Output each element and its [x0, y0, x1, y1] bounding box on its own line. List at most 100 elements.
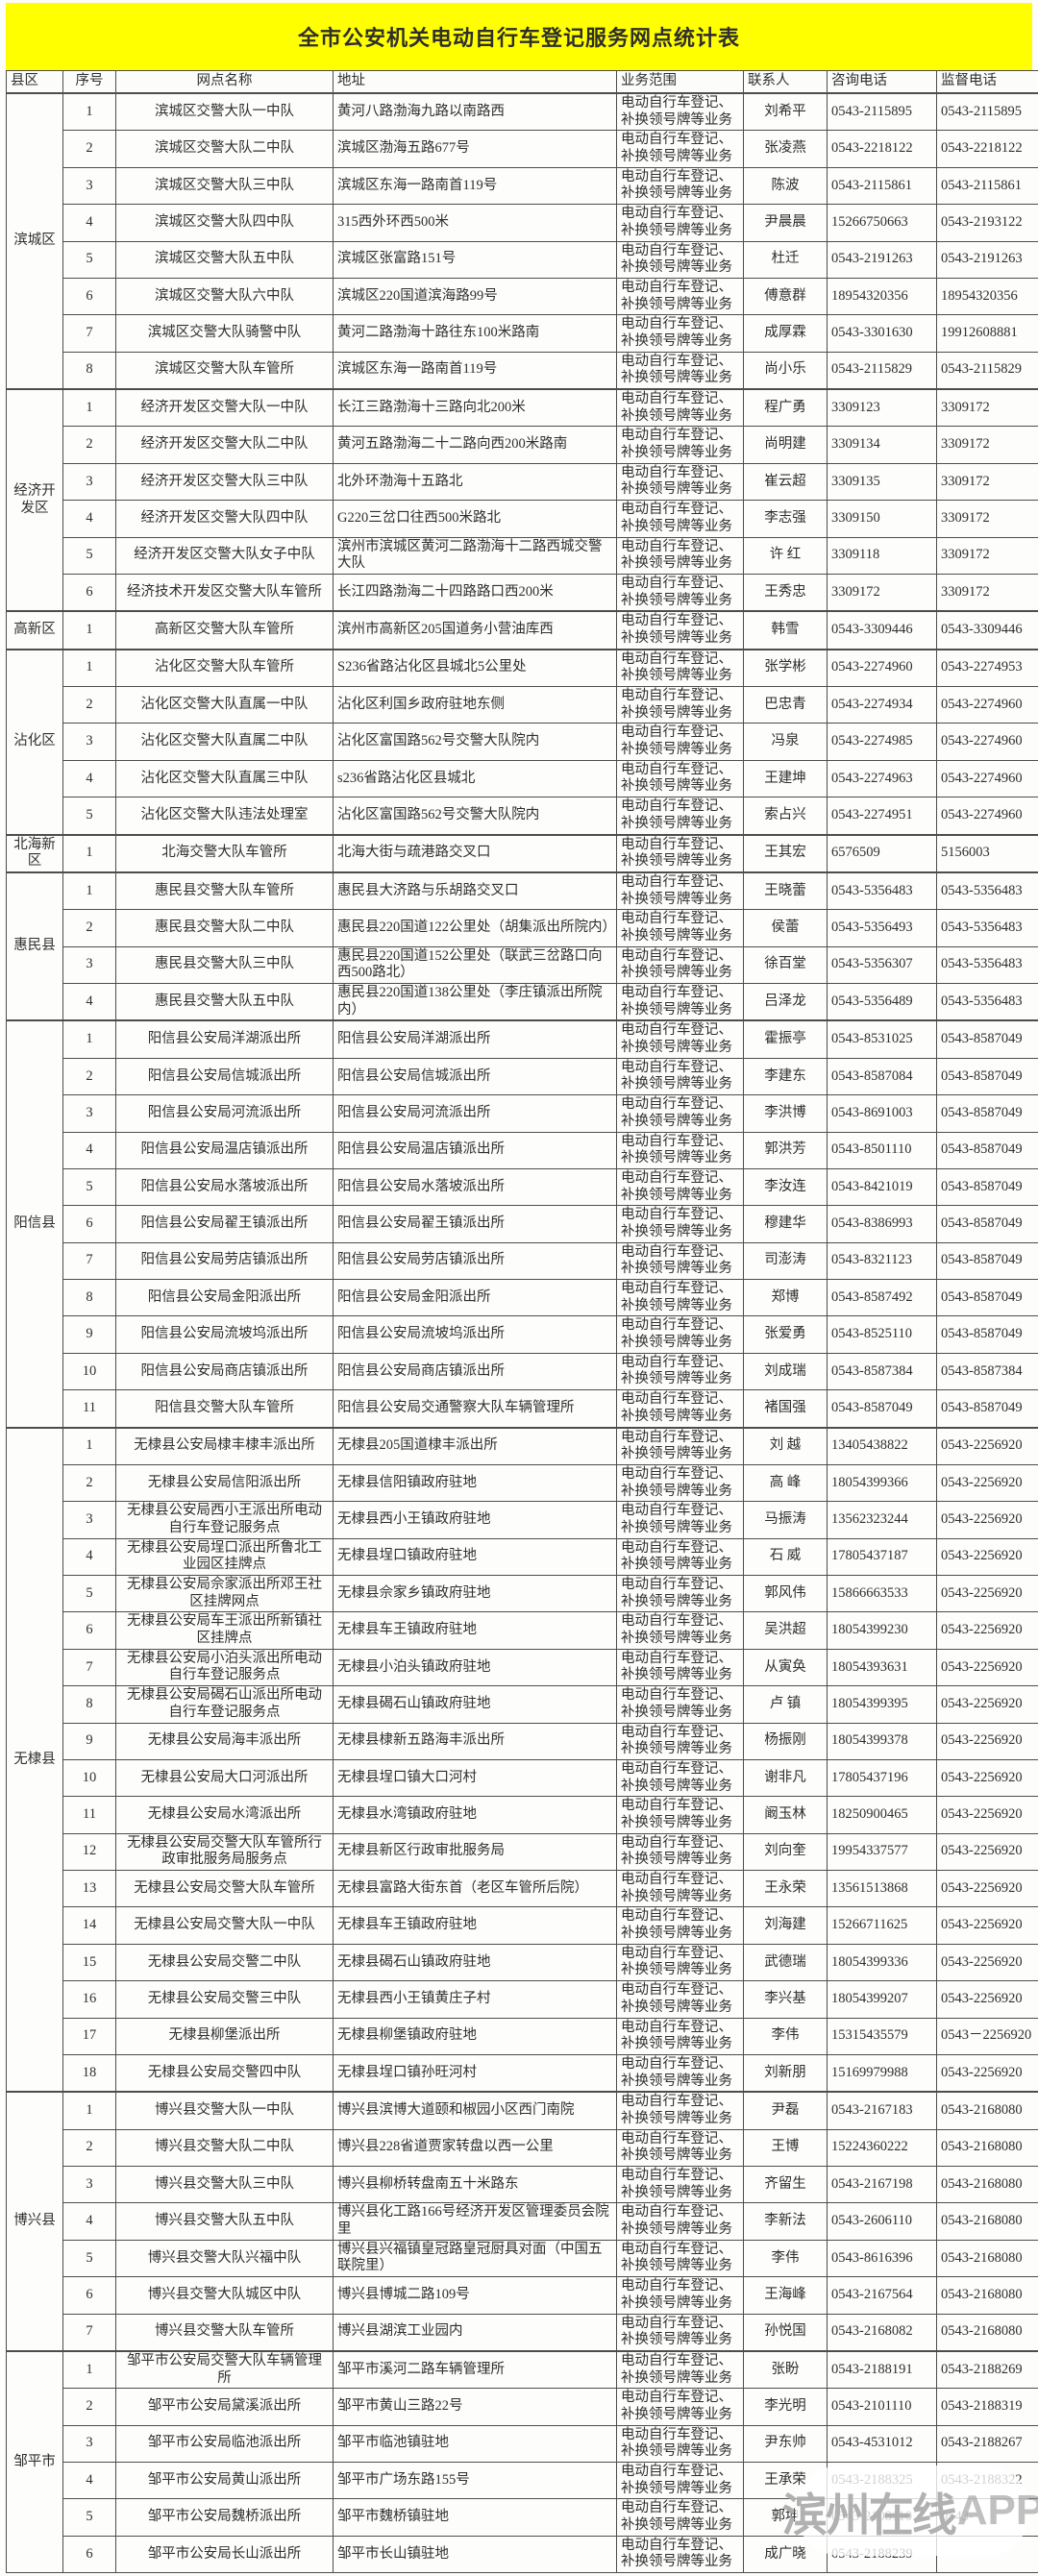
row-number: 6	[62, 1205, 116, 1243]
site-address: 无棣县碣石山镇政府驻地	[333, 1943, 617, 1982]
business-scope: 电动自行车登记、补换领号牌等业务	[616, 2388, 744, 2426]
site-address: 无棣县车王镇政府驻地	[333, 1611, 617, 1650]
business-scope: 电动自行车登记、补换领号牌等业务	[616, 1352, 744, 1391]
site-name: 阳信县交警大队车管所	[115, 1389, 334, 1428]
consult-phone: 18054393631	[827, 1648, 937, 1687]
consult-phone: 18054399366	[827, 1463, 937, 1503]
table-row: 9 阳信县公安局流坡坞派出所 阳信县公安局流坡坞派出所 电动自行车登记、补换领号牌等业…	[7, 1315, 1038, 1354]
site-address: 阳信县公安局劳店镇派出所	[333, 1241, 617, 1281]
contact-name: 王秀忠	[743, 573, 828, 612]
site-name: 邹平市公安局黛溪派出所	[115, 2388, 334, 2426]
business-scope: 电动自行车登记、补换领号牌等业务	[616, 1648, 744, 1687]
site-name: 邹平市公安局临池派出所	[115, 2424, 334, 2464]
consult-phone: 15866663533	[827, 1574, 937, 1613]
contact-name: 张学彬	[743, 648, 828, 687]
site-name: 无棣县公安局佘家派出所邓王社区挂牌网点	[115, 1574, 334, 1613]
table-row: 4 邹平市公安局黄山派出所 邹平市广场东路155号 电动自行车登记、补换领号牌等业务王…	[7, 2461, 1038, 2500]
site-address: 无棣县富路大街东首（老区车管所后院）	[333, 1869, 617, 1908]
contact-name: 尹磊	[743, 2091, 828, 2130]
contact-name: 王建坤	[743, 759, 828, 798]
table-row: 4 阳信县公安局温店镇派出所 阳信县公安局温店镇派出所 电动自行车登记、补换领号牌等业…	[7, 1131, 1038, 1169]
column-header-4: 地址	[333, 70, 617, 94]
row-number: 5	[62, 2239, 116, 2278]
row-number: 7	[62, 314, 116, 353]
site-name: 惠民县交警大队二中队	[115, 909, 334, 947]
table-row: 6 博兴县交警大队城区中队 博兴县博城二路109号 电动自行车登记、补换领号牌等业务王…	[7, 2276, 1038, 2315]
business-scope: 电动自行车登记、补换领号牌等业务	[616, 909, 744, 947]
consult-phone: 15266750663	[827, 204, 937, 242]
site-name: 滨城区交警大队车管所	[115, 351, 334, 390]
supervise-phone: 0543-8587049	[936, 1167, 1038, 1207]
row-number: 1	[62, 871, 116, 911]
site-address: 无棣县西小王镇政府驻地	[333, 1501, 617, 1539]
county-cell: 经济开发区	[6, 387, 63, 612]
contact-name: 李光明	[743, 2388, 828, 2426]
site-address: 滨城区东海一路南首119号	[333, 351, 617, 390]
business-scope: 电动自行车登记、补换领号牌等业务	[616, 426, 744, 464]
row-number: 8	[62, 351, 116, 390]
supervise-phone: 0543-8587049	[936, 1315, 1038, 1354]
business-scope: 电动自行车登记、补换领号牌等业务	[616, 166, 744, 206]
table-row: 3 沾化区交警大队直属二中队 沾化区富国路562号交警大队院内 电动自行车登记、补换领…	[7, 723, 1038, 761]
row-number: 5	[62, 797, 116, 835]
consult-phone: 15224360222	[827, 2128, 937, 2168]
row-number: 4	[62, 1537, 116, 1577]
supervise-phone: 0543-2256920	[936, 1537, 1038, 1577]
site-name: 无棣县公安局海丰派出所	[115, 1722, 334, 1760]
consult-phone: 0543-8531025	[827, 1019, 937, 1059]
business-scope: 电动自行车登记、补换领号牌等业务	[616, 2313, 744, 2352]
supervise-phone: 0543-2256920	[936, 1501, 1038, 1539]
supervise-phone: 18954320356	[936, 277, 1038, 316]
supervise-phone: 0543-2256920	[936, 1832, 1038, 1872]
supervise-phone: 0543-2256920	[936, 1796, 1038, 1834]
business-scope: 电动自行车登记、补换领号牌等业务	[616, 1980, 744, 2019]
consult-phone: 6576509	[827, 833, 937, 873]
row-number: 8	[62, 1685, 116, 1724]
row-number: 2	[62, 685, 116, 724]
business-scope: 电动自行车登记、补换领号牌等业务	[616, 797, 744, 835]
site-address: 无棣县车王镇政府驻地	[333, 1906, 617, 1945]
row-number: 5	[62, 240, 116, 279]
site-address: 黄河八路渤海九路以南路西	[333, 92, 617, 132]
table-row: 2 无棣县公安局信阳派出所 无棣县信阳镇政府驻地 电动自行车登记、补换领号牌等业务高 …	[7, 1463, 1038, 1503]
site-name: 阳信县公安局洋湖派出所	[115, 1019, 334, 1059]
site-name: 无棣县公安局大口河派出所	[115, 1758, 334, 1798]
supervise-phone: 0543-2191263	[936, 240, 1038, 279]
county-cell: 惠民县	[6, 871, 63, 1021]
table-row: 2 博兴县交警大队二中队 博兴县228省道贾家转盘以西一公里 电动自行车登记、补换领号…	[7, 2128, 1038, 2168]
contact-name: 武德瑞	[743, 1943, 828, 1982]
consult-phone: 0543-2101110	[827, 2388, 937, 2426]
row-number: 14	[62, 1906, 116, 1945]
site-name: 经济开发区交警大队三中队	[115, 462, 334, 502]
supervise-phone: 0543-2188319	[936, 2388, 1038, 2426]
county-cell: 滨城区	[6, 92, 63, 390]
table-row: 5 博兴县交警大队兴福中队 博兴县兴福镇皇冠路皇冠厨具对面（中国五联院里） 电动自行车…	[7, 2239, 1038, 2278]
table-row: 2 沾化区交警大队直属一中队 沾化区利国乡政府驻地东侧 电动自行车登记、补换领号牌等业…	[7, 685, 1038, 724]
business-scope: 电动自行车登记、补换领号牌等业务	[616, 871, 744, 911]
table-row: 无棣县 1 无棣县公安局棣丰棣丰派出所 无棣县205国道棣丰派出所 电动自行车登记、补换…	[6, 1426, 1038, 2093]
business-scope: 电动自行车登记、补换领号牌等业务	[616, 130, 744, 168]
business-scope: 电动自行车登记、补换领号牌等业务	[616, 945, 744, 985]
row-number: 4	[62, 2461, 116, 2500]
consult-phone: 0543-3301630	[827, 314, 937, 353]
supervise-phone: 0543-2115861	[936, 166, 1038, 206]
table-row: 4 惠民县交警大队五中队 惠民县220国道138公里处（李庄镇派出所院内） 电动自行车…	[7, 983, 1038, 1021]
consult-phone: 3309123	[827, 388, 937, 428]
table-row: 2 阳信县公安局信城派出所 阳信县公安局信城派出所 电动自行车登记、补换领号牌等业务李…	[7, 1057, 1038, 1096]
table-row: 10 阳信县公安局商店镇派出所 阳信县公安局商店镇派出所 电动自行车登记、补换领号牌等…	[7, 1352, 1038, 1391]
supervise-phone: 0543-2256920	[936, 1980, 1038, 2019]
consult-phone: 0543-8525110	[827, 1315, 937, 1354]
site-address: 邹平市临池镇驻地	[333, 2424, 617, 2464]
consult-phone: 0543-2188239	[827, 2535, 937, 2574]
site-name: 博兴县交警大队五中队	[115, 2202, 334, 2241]
business-scope: 电动自行车登记、补换领号牌等业务	[616, 2202, 744, 2241]
table-row: 6 邹平市公安局长山派出所 邹平市长山镇驻地 电动自行车登记、补换领号牌等业务 成广晓 0…	[7, 2535, 1038, 2574]
table-row: 2 邹平市公安局黛溪派出所 邹平市黄山三路22号 电动自行车登记、补换领号牌等业务 李光…	[7, 2388, 1038, 2426]
row-number: 7	[62, 2313, 116, 2352]
site-name: 滨城区交警大队一中队	[115, 92, 334, 132]
contact-name: 李兴基	[743, 1980, 828, 2019]
consult-phone: 3309172	[827, 573, 937, 612]
contact-name: 李新法	[743, 2202, 828, 2241]
table-row: 17 无棣县柳堡派出所 无棣县柳堡镇政府驻地 电动自行车登记、补换领号牌等业务 李伟 15…	[7, 2017, 1038, 2055]
